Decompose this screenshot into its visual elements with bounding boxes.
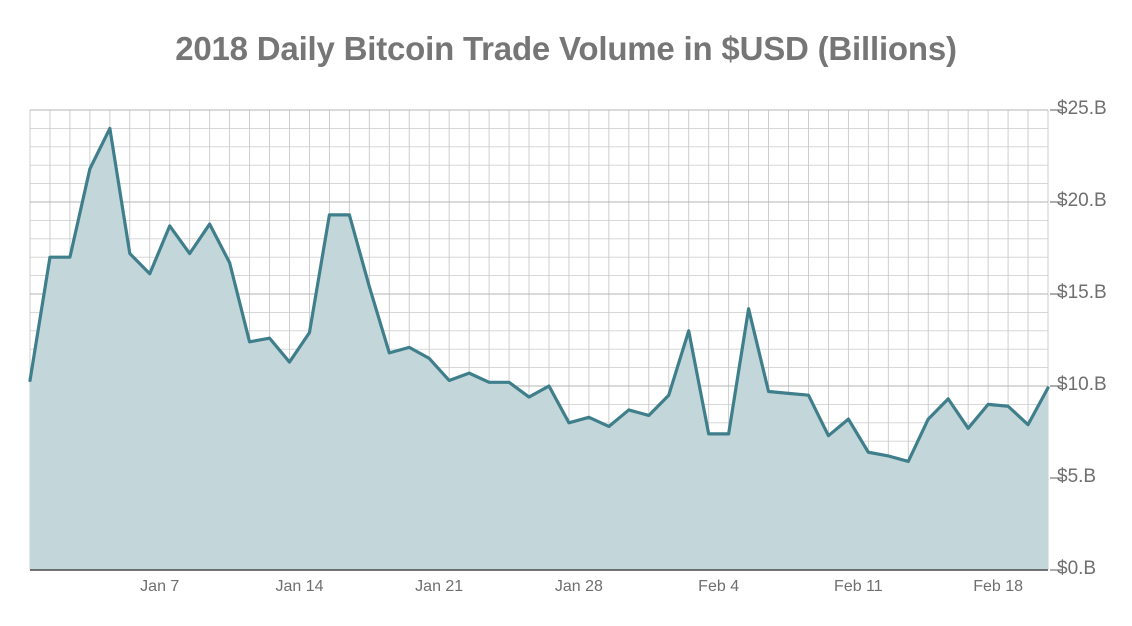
area-fill	[30, 128, 1048, 570]
x-axis-tick-label: Feb 4	[698, 578, 740, 595]
chart-title: 2018 Daily Bitcoin Trade Volume in $USD …	[175, 30, 957, 67]
x-axis-tick-label: Jan 14	[275, 578, 324, 595]
x-axis-tick-label: Jan 7	[140, 578, 180, 595]
y-axis-tick-label: $15.B	[1057, 282, 1107, 303]
y-axis-tick-label: $10.B	[1057, 374, 1107, 395]
y-axis-tick-label: $20.B	[1057, 190, 1107, 211]
y-axis-tick-label: $5.B	[1057, 466, 1097, 487]
x-axis-tick-label: Jan 28	[554, 578, 603, 595]
x-axis-tick-label: Feb 11	[834, 578, 883, 595]
y-axis-tick-label: $0.B	[1057, 558, 1097, 579]
x-axis-tick-label: Feb 18	[973, 578, 1023, 595]
x-axis-tick-label: Jan 21	[415, 578, 464, 595]
y-axis-tick-label: $25.B	[1057, 98, 1107, 119]
y-tick-marks	[1050, 109, 1062, 571]
series-line	[28, 126, 1050, 464]
